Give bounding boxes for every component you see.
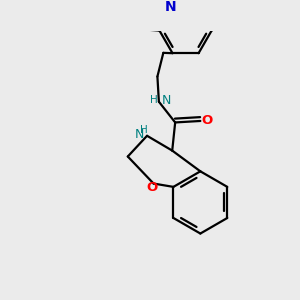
Text: H: H: [140, 125, 148, 135]
Text: O: O: [146, 181, 158, 194]
Text: N: N: [161, 94, 171, 107]
Text: N: N: [135, 128, 144, 141]
Text: H: H: [150, 95, 158, 105]
Text: O: O: [201, 114, 212, 127]
Text: N: N: [164, 0, 176, 14]
